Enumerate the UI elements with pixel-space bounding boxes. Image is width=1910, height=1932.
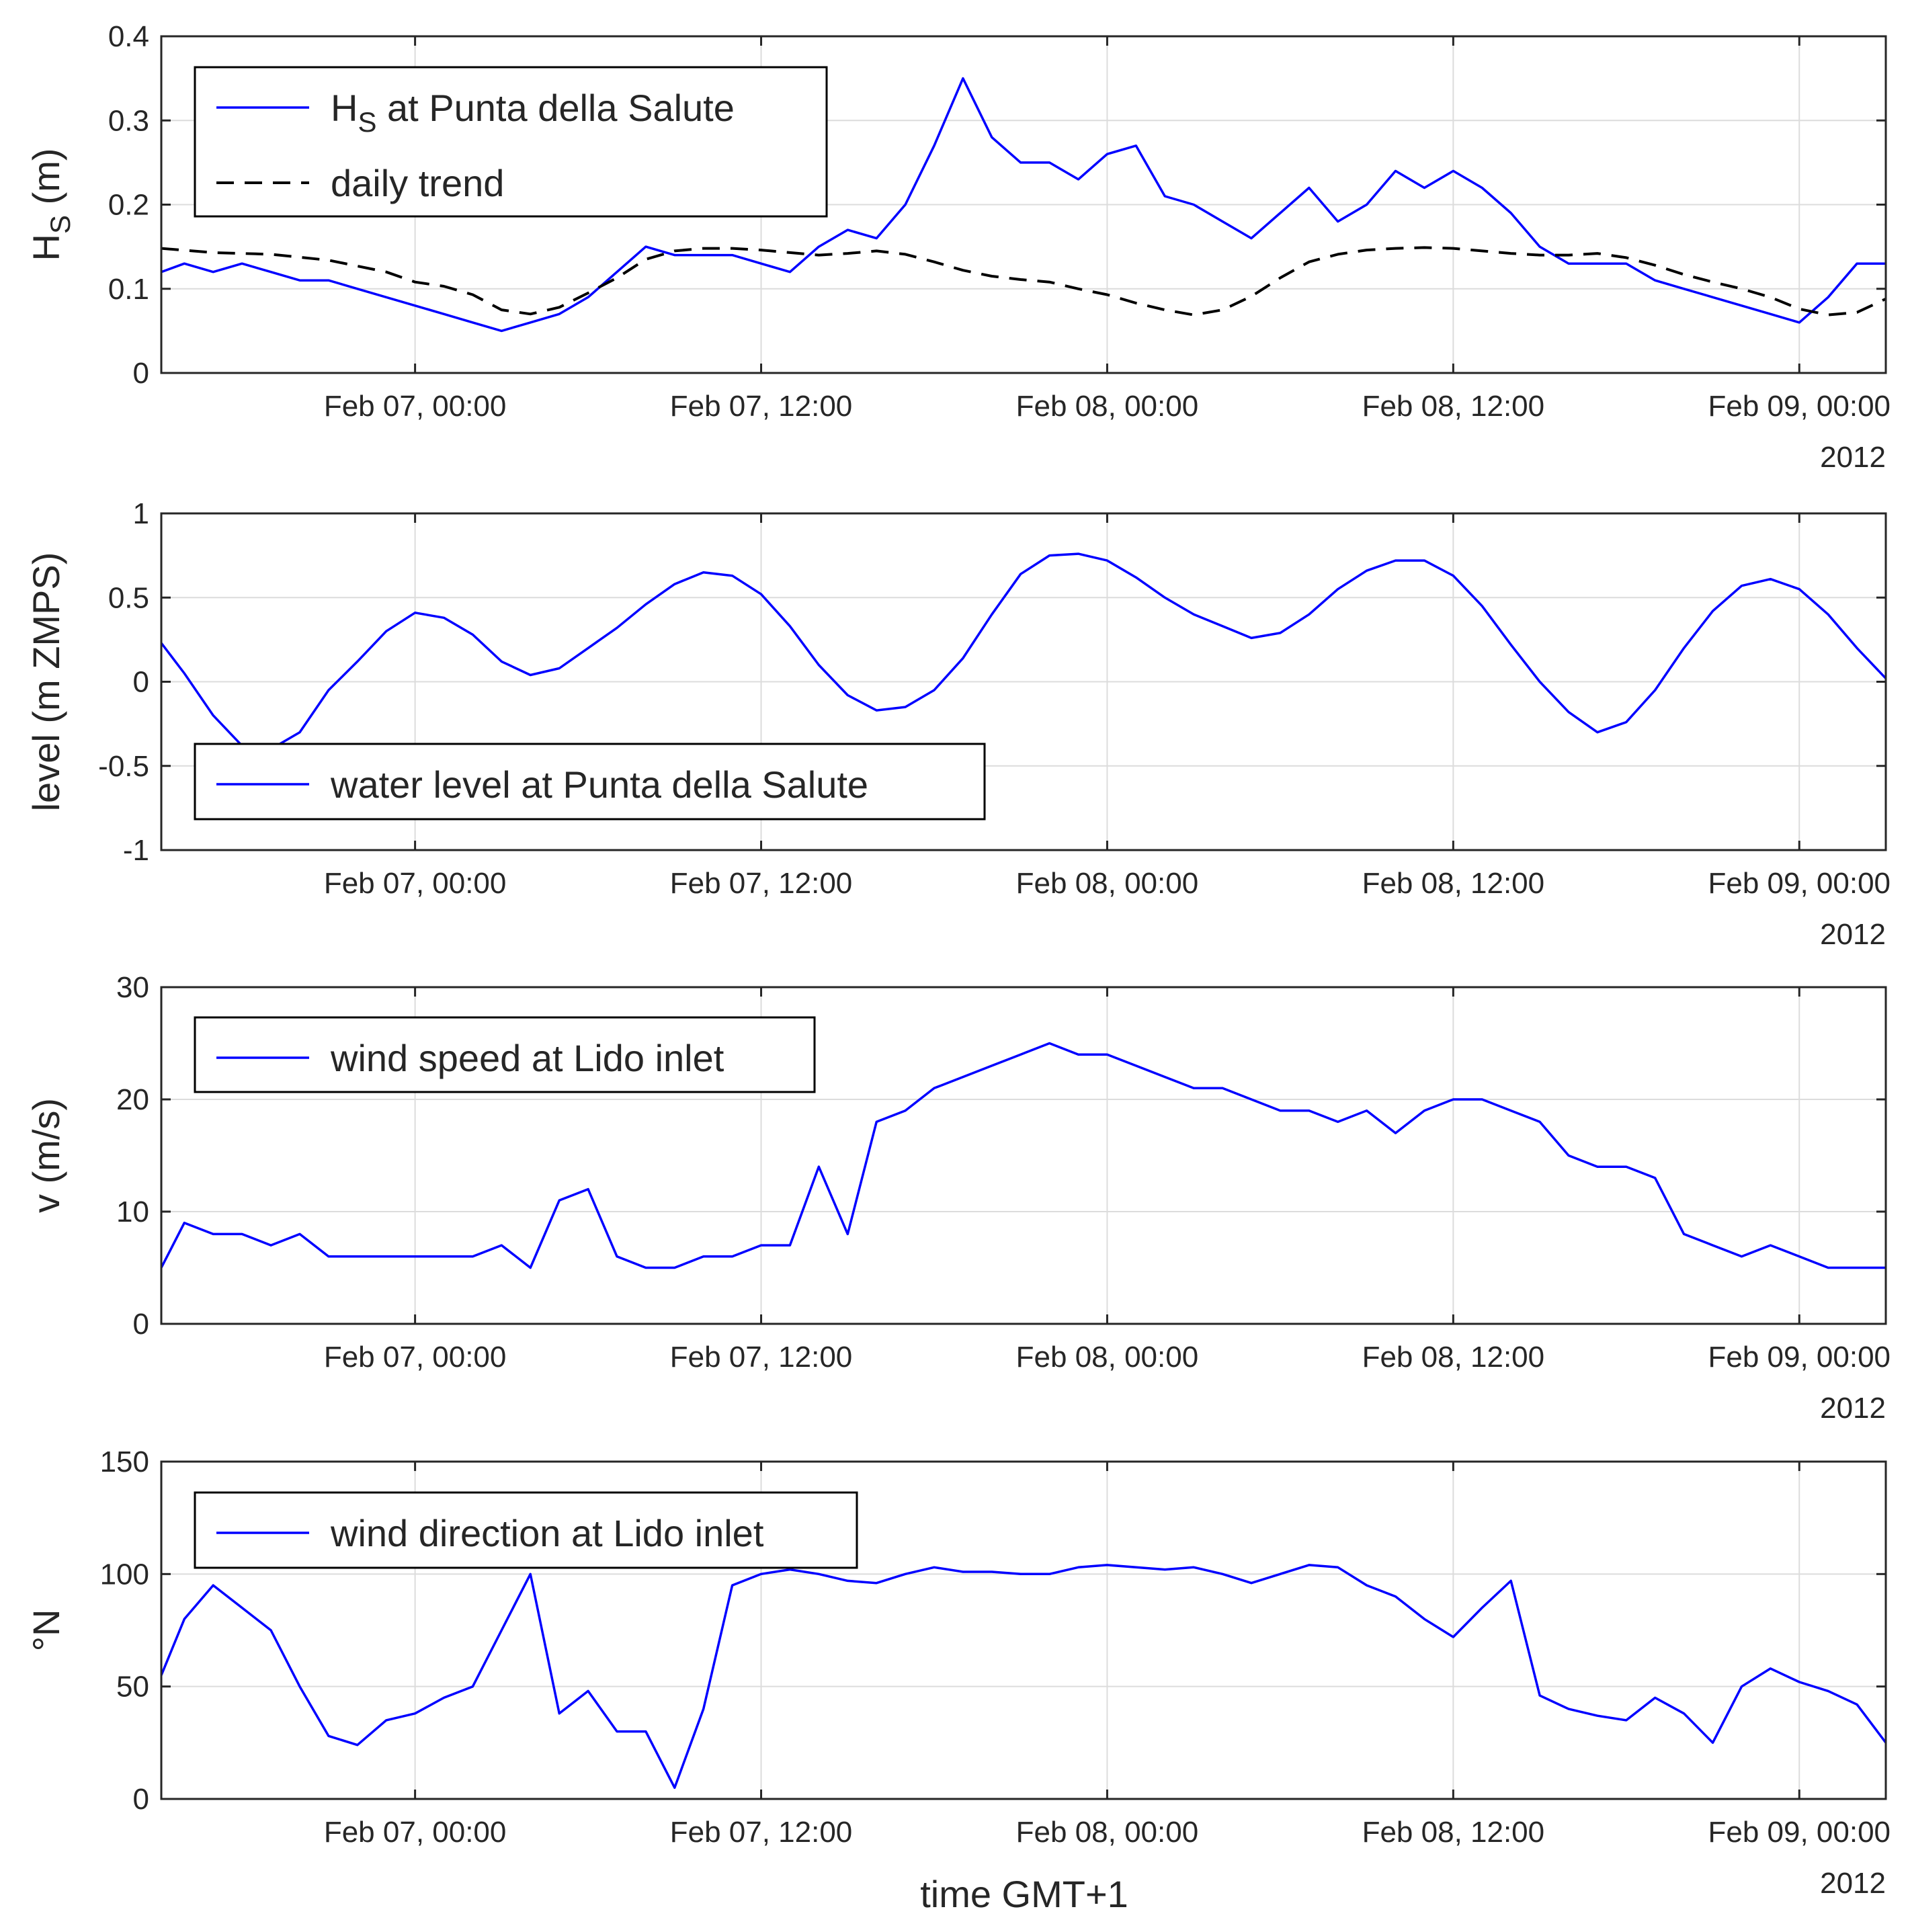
y-tick-label: 0.5	[108, 581, 149, 614]
figure: time GMT+1 Feb 07, 00:00 Feb 07, 12:00 Feb…	[0, 0, 1910, 1932]
x-tick-label: Feb 08, 00:00	[1016, 390, 1199, 423]
x-tick-label: Feb 09, 00:00	[1708, 867, 1891, 900]
y-tick-label: 20	[116, 1083, 149, 1116]
y-tick-label: 50	[116, 1671, 149, 1704]
x-tick-label: Feb 08, 00:00	[1016, 1341, 1199, 1374]
x-tick-label: Feb 07, 12:00	[670, 1816, 853, 1849]
x-tick-label: Feb 08, 12:00	[1362, 1816, 1545, 1849]
x-tick-label: Feb 08, 12:00	[1362, 390, 1545, 423]
y-tick-label: -0.5	[98, 750, 149, 783]
legend: wind direction at Lido inlet	[195, 1493, 857, 1568]
y-tick-label: 30	[116, 971, 149, 1004]
y-axis-title: °N	[25, 1609, 67, 1652]
x-tick-label: Feb 07, 12:00	[670, 867, 853, 900]
y-tick-label: 0	[133, 357, 149, 390]
x-tick-label: Feb 08, 12:00	[1362, 1341, 1545, 1374]
legend-label: wind speed at Lido inlet	[330, 1037, 724, 1079]
y-tick-label: 0.4	[108, 20, 149, 53]
x-tick-label: Feb 07, 00:00	[324, 1816, 507, 1849]
y-tick-label: 10	[116, 1195, 149, 1228]
y-axis-title: HS (m)	[25, 149, 76, 261]
x-tick-label: Feb 09, 00:00	[1708, 1341, 1891, 1374]
year-label: 2012	[1820, 918, 1886, 951]
panel-level: Feb 07, 00:00 Feb 07, 12:00 Feb 08, 00:00 F…	[25, 497, 1891, 951]
panel-hs: Feb 07, 00:00 Feb 07, 12:00 Feb 08, 00:00 F…	[25, 20, 1891, 474]
year-label: 2012	[1820, 441, 1886, 474]
x-tick-label: Feb 07, 00:00	[324, 867, 507, 900]
y-tick-label: 1	[133, 497, 149, 530]
y-tick-label: 0	[133, 1783, 149, 1816]
legend-label: daily trend	[331, 162, 504, 204]
x-tick-label: Feb 08, 12:00	[1362, 867, 1545, 900]
y-tick-label: -1	[123, 834, 149, 867]
series-line-level-0	[161, 554, 1886, 749]
panel-wind_speed: Feb 07, 00:00 Feb 07, 12:00 Feb 08, 00:00 F…	[25, 971, 1891, 1425]
x-axis-title: time GMT+1	[920, 1873, 1128, 1915]
y-tick-label: 0.1	[108, 273, 149, 306]
legend: wind speed at Lido inlet	[195, 1017, 815, 1092]
panel-wind_dir: Feb 07, 00:00 Feb 07, 12:00 Feb 08, 00:00 F…	[25, 1445, 1891, 1900]
x-tick-label: Feb 09, 00:00	[1708, 1816, 1891, 1849]
y-axis-title: level (m ZMPS)	[25, 552, 67, 812]
x-tick-label: Feb 07, 12:00	[670, 1341, 853, 1374]
legend: water level at Punta della Salute	[195, 744, 985, 819]
y-tick-label: 0	[133, 1308, 149, 1341]
y-tick-label: 0.2	[108, 189, 149, 222]
y-tick-label: 100	[100, 1558, 149, 1591]
y-tick-label: 0	[133, 666, 149, 699]
x-tick-label: Feb 07, 12:00	[670, 390, 853, 423]
x-tick-label: Feb 07, 00:00	[324, 1341, 507, 1374]
year-label: 2012	[1820, 1392, 1886, 1425]
series-line-hs-1	[161, 247, 1886, 314]
year-label: 2012	[1820, 1867, 1886, 1900]
x-tick-label: Feb 08, 00:00	[1016, 1816, 1199, 1849]
x-tick-label: Feb 07, 00:00	[324, 390, 507, 423]
y-axis-title: v (m/s)	[25, 1098, 67, 1213]
x-tick-label: Feb 08, 00:00	[1016, 867, 1199, 900]
series-line-wind_dir-0	[161, 1565, 1886, 1788]
legend-label: water level at Punta della Salute	[330, 763, 868, 806]
legend-label: wind direction at Lido inlet	[330, 1512, 764, 1554]
x-tick-label: Feb 09, 00:00	[1708, 390, 1891, 423]
y-tick-label: 150	[100, 1445, 149, 1478]
y-tick-label: 0.3	[108, 104, 149, 137]
